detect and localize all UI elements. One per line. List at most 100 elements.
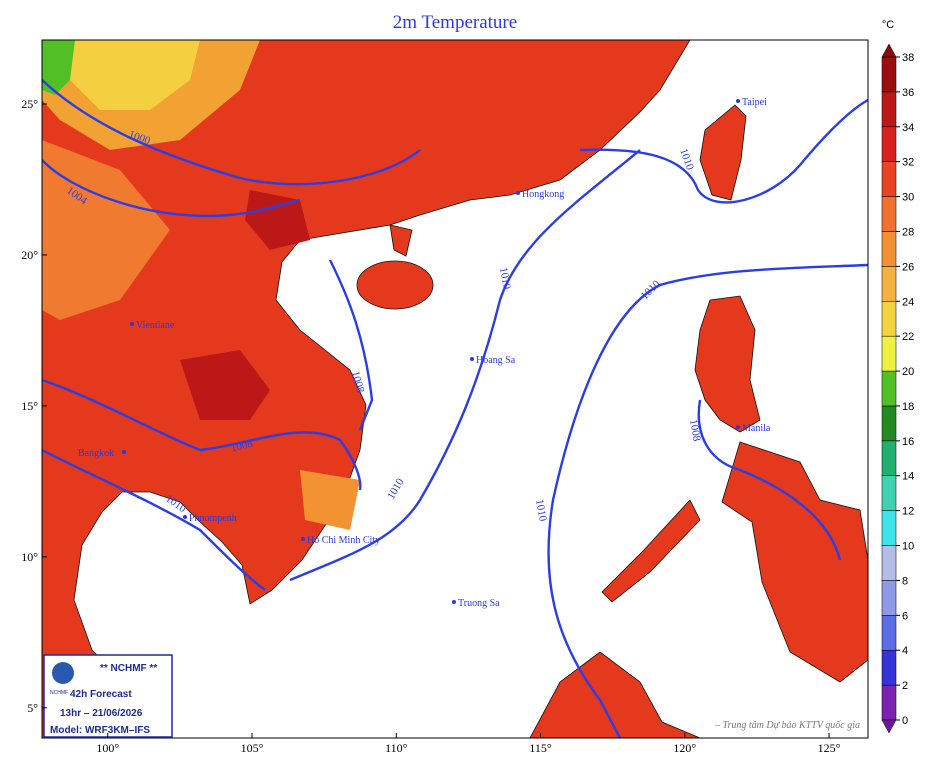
lat-tick-label: 10° [21,550,38,564]
colorbar-bin [881,91,897,128]
place-label: Truong Sa [458,598,500,609]
place-dot [736,425,740,429]
model: Model: WRF3KM–IFS [50,725,150,736]
place-dot [122,450,126,454]
lon-tick-label: 115° [529,741,552,755]
lat-tick-label: 25° [21,97,38,111]
colorbar-bin [881,684,897,721]
place-dot [301,537,305,541]
warm-zone [300,470,360,530]
colorbar-label: 26 [902,261,914,273]
colorbar-label: 16 [902,436,914,448]
warm-zone [42,140,170,320]
leizhou [389,224,413,257]
isobar-label: 1008 [349,370,366,395]
colorbar-low [881,719,897,734]
hainan [356,260,434,310]
isobar-label: 1010 [497,266,513,290]
colorbar-label: 10 [902,541,914,553]
place-label: Ho Chi Minh City [307,535,380,546]
credit: – Trung tâm Dự báo KTTV quốc gia [714,720,860,731]
hot-zone [180,350,270,420]
lon-tick-label: 120° [673,741,696,755]
logo-text: NCHMF [50,690,68,696]
isobar [697,399,842,561]
lon-tick-label: 105° [241,741,264,755]
colorbar-label: 4 [902,645,908,657]
colorbar-bin [881,649,897,686]
colorbar-bin [881,440,897,476]
info-box: NCHMF ** NCHMF ** 42h Forecast 13hr – 21… [43,654,173,738]
luzon [694,295,761,433]
isobar [42,159,301,218]
colorbar-label: 24 [902,296,914,308]
colorbar-label: 12 [902,506,914,518]
cold-zone [42,40,75,95]
places: Taipei Hongkong Vientiane Hoang Sa Manil… [78,97,771,609]
lon-tick-label: 125° [818,741,841,755]
place-label: Phnompenh [189,513,237,524]
isobar [289,149,641,582]
colorbar-bin [881,56,897,93]
place-dot [130,322,134,326]
colorbar-label: 36 [902,87,914,99]
place-label: Hoang Sa [476,355,516,366]
colorbar-high [881,43,897,58]
borneo [529,651,701,738]
place-dot [452,600,456,604]
colorbar-label: 38 [902,52,914,64]
hot-zone [245,190,310,250]
map-title: 2m Temperature [393,12,517,33]
place-dot [516,191,520,195]
colorbar-bin [881,370,897,407]
colorbar-label: 0 [902,715,908,727]
lat-tick-label: 5° [27,701,38,715]
colorbar-bin [881,545,897,581]
colorbar-bin [881,615,897,651]
colorbar-bin [881,126,897,162]
place-label: Bangkok [78,448,114,459]
colorbar-bin [881,475,897,511]
cool-zone [70,40,200,110]
lon-tick-label: 110° [385,741,408,755]
colorbar-label: 30 [902,192,914,204]
colorbar-label: 34 [902,122,914,134]
time: 13hr – 21/06/2026 [60,708,143,719]
logo [52,662,74,684]
colorbar-label: 32 [902,157,914,169]
colorbar-label: 18 [902,401,914,413]
map-frame [41,39,869,739]
colorbar-bin [881,335,897,372]
place-dot [736,99,740,103]
lat-tick-label: 15° [21,399,38,413]
place-label: Hongkong [522,189,564,200]
colorbar-label: 6 [902,610,908,622]
taiwan [699,104,747,201]
colorbar-bin [881,405,897,442]
isobar-label: 1008 [230,437,255,454]
colorbar-label: 22 [902,331,914,343]
colorbar-bin [881,266,897,302]
isobar [42,448,266,591]
lon-tick-label: 100° [96,741,119,755]
isobar-label: 1010 [533,498,549,522]
place-dot [470,357,474,361]
place-dot [183,515,187,519]
lat-tick-label: 20° [21,248,38,262]
colorbar-bin [881,196,897,232]
colorbar-bin [881,301,897,337]
place-label: Manila [742,423,771,434]
forecast: 42h Forecast [70,689,132,700]
map-area [42,40,868,738]
colorbar-label: 14 [902,471,914,483]
place-label: Taipei [742,97,767,108]
colorbar-bin [881,580,897,616]
isobar [42,378,362,491]
colorbar-label: 28 [902,226,914,238]
colorbar-label: 8 [902,575,908,587]
colorbar-label: 20 [902,366,914,378]
colorbar-unit: °C [882,19,894,31]
isobar-label: 1008 [687,418,703,442]
colorbar-bin [881,510,897,546]
